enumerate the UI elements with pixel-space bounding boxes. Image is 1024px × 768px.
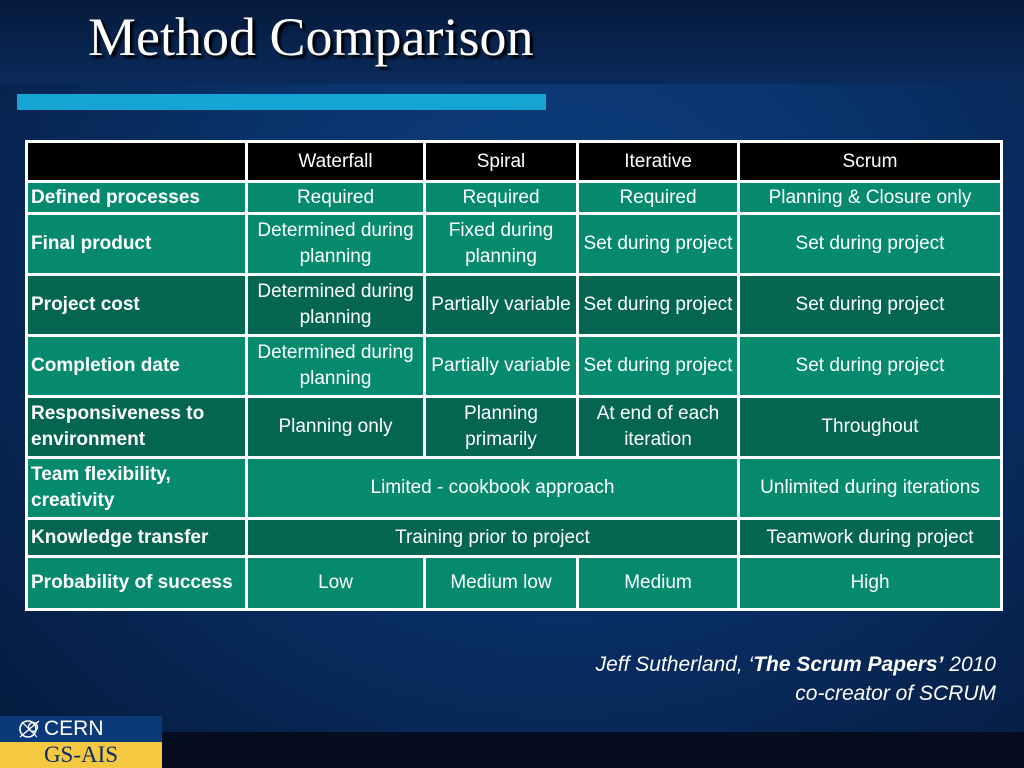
table-row: Completion date Determined during planni… [25,334,1003,398]
table-cell: Set during project [576,212,740,276]
table-cell: Set during project [576,273,740,337]
table-cell: Fixed during planning [423,212,579,276]
column-header-waterfall: Waterfall [245,140,426,183]
table-cell: Partially variable [423,273,579,337]
table-cell: Planning & Closure only [737,180,1003,215]
table-cell: Required [576,180,740,215]
attribution-line-1: Jeff Sutherland, ‘The Scrum Papers’ 2010 [596,650,996,679]
table-row: Team flexibility, creativity Limited - c… [25,456,1003,520]
cern-badge: CERN [0,716,162,742]
row-label: Defined processes [25,180,248,215]
table-cell: At end of each iteration [576,395,740,459]
table-cell: Required [245,180,426,215]
table-cell-merged: Training prior to project [245,517,740,558]
table-cell: Planning primarily [423,395,579,459]
header-corner-cell [25,140,248,183]
table-cell: Required [423,180,579,215]
table-cell: Determined during planning [245,273,426,337]
group-badge: GS-AIS [0,742,162,768]
row-label: Completion date [25,334,248,398]
table-cell-merged: Limited - cookbook approach [245,456,740,520]
table-cell: Partially variable [423,334,579,398]
row-label: Responsiveness to environment [25,395,248,459]
row-label: Project cost [25,273,248,337]
attribution-year: 2010 [943,653,996,676]
table-cell: Unlimited during iterations [737,456,1003,520]
attribution-role: co-creator of SCRUM [795,682,996,705]
table-cell: Throughout [737,395,1003,459]
column-header-spiral: Spiral [423,140,579,183]
table-cell: Determined during planning [245,212,426,276]
footer-band [0,732,1024,768]
table-cell: Set during project [737,273,1003,337]
slide-title: Method Comparison [88,7,534,67]
table-cell: Medium [576,555,740,611]
table-row: Responsiveness to environment Planning o… [25,395,1003,459]
table-cell: Teamwork during project [737,517,1003,558]
table-cell: High [737,555,1003,611]
table-cell: Low [245,555,426,611]
row-label: Team flexibility, creativity [25,456,248,520]
row-label: Probability of success [25,555,248,611]
table-cell: Set during project [737,334,1003,398]
table-row: Knowledge transfer Training prior to pro… [25,517,1003,558]
cern-label: CERN [44,717,104,740]
title-accent-bar [17,94,546,110]
table-row: Final product Determined during planning… [25,212,1003,276]
column-header-iterative: Iterative [576,140,740,183]
table-row: Project cost Determined during planning … [25,273,1003,337]
column-header-scrum: Scrum [737,140,1003,183]
table-cell: Planning only [245,395,426,459]
row-label: Knowledge transfer [25,517,248,558]
title-band [0,0,1024,84]
comparison-table: Waterfall Spiral Iterative Scrum Defined… [25,140,1003,611]
table-row: Probability of success Low Medium low Me… [25,555,1003,611]
table-cell: Set during project [576,334,740,398]
table-row: Defined processes Required Required Requ… [25,180,1003,215]
table-cell: Medium low [423,555,579,611]
attribution-author: Jeff Sutherland, ‘ [595,653,754,676]
table-cell: Set during project [737,212,1003,276]
cern-logo-icon [19,720,40,738]
table-header-row: Waterfall Spiral Iterative Scrum [25,140,1003,183]
attribution: Jeff Sutherland, ‘The Scrum Papers’ 2010… [596,650,996,708]
attribution-work: The Scrum Papers’ [753,653,944,676]
row-label: Final product [25,212,248,276]
table-cell: Determined during planning [245,334,426,398]
